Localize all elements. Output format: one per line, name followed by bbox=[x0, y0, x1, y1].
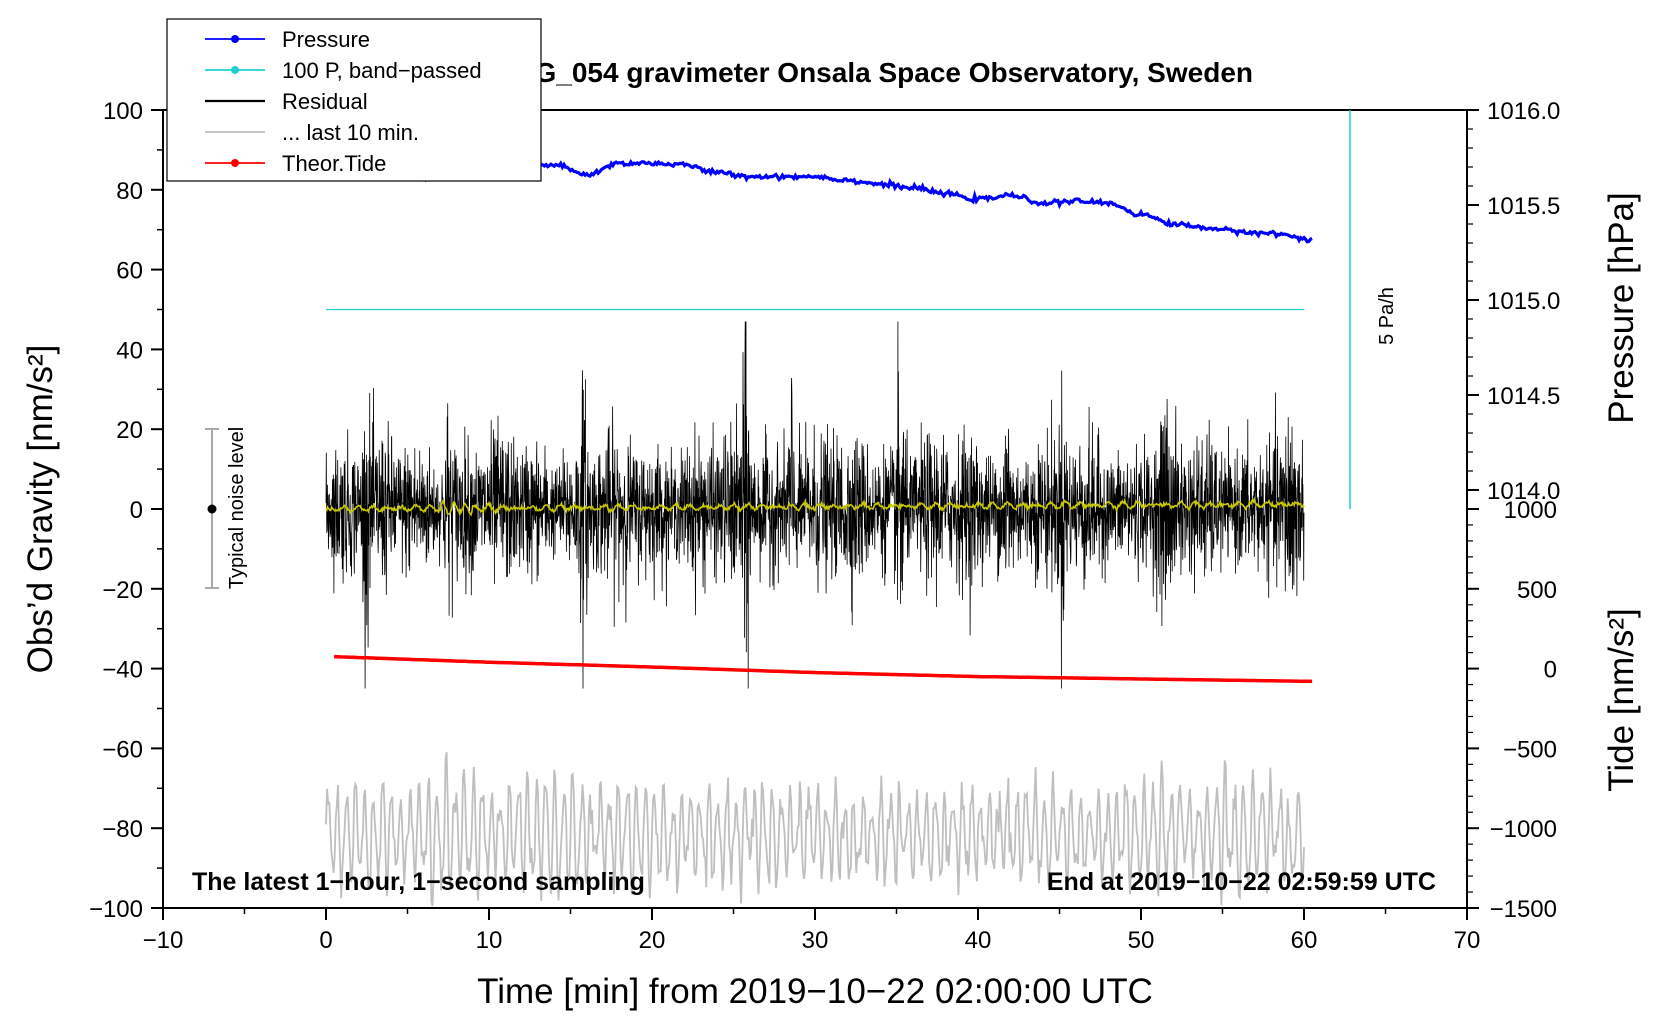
y-tick-label: 40 bbox=[116, 337, 143, 364]
pressure-tick-label: 1014.5 bbox=[1487, 383, 1560, 410]
legend: Pressure 100 P, band−passed Residual ... la… bbox=[166, 18, 542, 182]
pa-scale-label: 5 Pa/h bbox=[1376, 287, 1398, 345]
series-last-10-min bbox=[325, 752, 1305, 907]
legend-label: Residual bbox=[282, 89, 368, 114]
legend-marker bbox=[231, 66, 239, 74]
noise-level-label: Typical noise level bbox=[226, 427, 248, 589]
series-residual bbox=[325, 321, 1305, 689]
legend-item: Theor.Tide bbox=[205, 151, 386, 176]
legend-label: Pressure bbox=[282, 27, 370, 52]
end-time-note: End at 2019−10−22 02:59:59 UTC bbox=[1047, 868, 1436, 896]
tide-tick-label: −1000 bbox=[1490, 816, 1557, 843]
pressure-tick-label: 1015.5 bbox=[1487, 193, 1560, 220]
x-tick-label: 20 bbox=[639, 927, 666, 954]
legend-marker bbox=[231, 159, 239, 167]
data-layer bbox=[325, 150, 1313, 907]
y-tick-label: 0 bbox=[130, 497, 143, 524]
legend-item: Residual bbox=[205, 89, 368, 114]
legend-label: ... last 10 min. bbox=[282, 120, 419, 145]
x-tick-label: −10 bbox=[143, 927, 184, 954]
x-tick-label: 60 bbox=[1291, 927, 1318, 954]
y-tick-label: −20 bbox=[102, 577, 143, 604]
x-tick-label: 10 bbox=[476, 927, 503, 954]
tide-tick-label: 500 bbox=[1517, 577, 1557, 604]
x-tick-label: 0 bbox=[319, 927, 332, 954]
y-axis-label-pressure: Pressure [hPa] bbox=[1602, 192, 1641, 424]
series-theor-tide bbox=[334, 654, 1313, 684]
y-tick-label: −40 bbox=[102, 657, 143, 684]
y-tick-label: −80 bbox=[102, 816, 143, 843]
pressure-tick-label: 1015.0 bbox=[1487, 288, 1560, 315]
legend-item: 100 P, band−passed bbox=[205, 58, 482, 83]
tide-tick-label: 1000 bbox=[1504, 497, 1557, 524]
legend-item: ... last 10 min. bbox=[205, 120, 419, 145]
noise-level-bar bbox=[205, 428, 219, 589]
y-axis-ticks: −100 −80 −60 −40 −20 0 20 40 60 80 100 bbox=[89, 98, 163, 923]
y-tick-label: 20 bbox=[116, 417, 143, 444]
pressure-tick-label: 1016.0 bbox=[1487, 98, 1560, 125]
series-filtered-residual bbox=[325, 496, 1305, 517]
y-axis-label-tide: Tide [nm/s²] bbox=[1602, 608, 1641, 791]
x-tick-label: 50 bbox=[1128, 927, 1155, 954]
tide-axis-ticks: −1500 −1000 −500 0 500 1000 bbox=[1467, 497, 1557, 923]
y-tick-label: 80 bbox=[116, 178, 143, 205]
legend-label: 100 P, band−passed bbox=[282, 58, 482, 83]
tide-tick-label: −1500 bbox=[1490, 896, 1557, 923]
y-tick-label: 100 bbox=[103, 98, 143, 125]
y-tick-label: −60 bbox=[102, 736, 143, 763]
legend-item: Pressure bbox=[205, 27, 370, 52]
pressure-axis-ticks: 1014.0 1014.5 1015.0 1015.5 1016.0 bbox=[1467, 98, 1560, 505]
x-tick-label: 40 bbox=[965, 927, 992, 954]
y-tick-label: −100 bbox=[89, 896, 143, 923]
tide-tick-label: 0 bbox=[1544, 657, 1557, 684]
y-tick-label: 60 bbox=[116, 258, 143, 285]
tide-tick-label: −500 bbox=[1503, 736, 1557, 763]
x-tick-label: 70 bbox=[1454, 927, 1481, 954]
legend-marker bbox=[231, 35, 239, 43]
pressure-tick-label: 1014.0 bbox=[1487, 478, 1560, 505]
x-axis-ticks: −10 0 10 20 30 40 50 60 70 bbox=[143, 908, 1481, 954]
x-tick-label: 30 bbox=[802, 927, 829, 954]
x-axis-label: Time [min] from 2019−10−22 02:00:00 UTC bbox=[477, 972, 1153, 1011]
sampling-note: The latest 1−hour, 1−second sampling bbox=[192, 868, 645, 896]
chart-title: SCG_054 gravimeter Onsala Space Observat… bbox=[496, 57, 1253, 88]
y-axis-label-left: Obs’d Gravity [nm/s²] bbox=[21, 345, 60, 674]
legend-label: Theor.Tide bbox=[282, 151, 386, 176]
